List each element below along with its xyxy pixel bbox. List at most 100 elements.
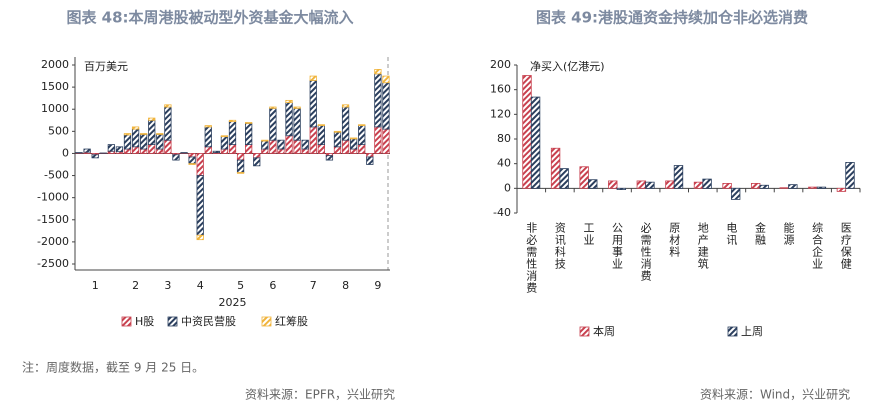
bar (293, 107, 301, 141)
x-tick-label: 工业 (582, 222, 595, 246)
bar (608, 180, 618, 189)
x-tick-label: 资讯科技 (553, 222, 566, 270)
x-tick-label: 公用事业 (611, 222, 624, 270)
bar (204, 125, 212, 128)
bar (759, 184, 769, 189)
bar (91, 154, 99, 159)
bar (188, 156, 196, 165)
bar (253, 153, 261, 159)
bar (131, 128, 140, 148)
bar (285, 102, 293, 137)
bar (358, 144, 366, 154)
legend-label: H股 (135, 315, 154, 328)
y-tick-label: -2000 (37, 235, 69, 248)
bar (236, 153, 245, 161)
bar (228, 119, 237, 123)
unit-label: 净买入(亿港元) (530, 59, 605, 73)
note: 注：周度数据，截至 9 月 25 日。 (22, 360, 204, 375)
bar (645, 181, 655, 189)
bar (317, 125, 325, 145)
bar (374, 69, 382, 75)
y-tick-label: 40 (497, 157, 511, 170)
bar (382, 75, 390, 84)
x-tick-label: 9 (374, 279, 381, 292)
bar (83, 148, 91, 153)
x-tick-label: 5 (237, 279, 244, 292)
bar (730, 187, 741, 200)
x-tick-label: 4 (197, 279, 204, 292)
bar (148, 119, 156, 146)
y-tick-label: 500 (48, 124, 69, 137)
bar (245, 144, 253, 154)
bar (358, 125, 366, 145)
bar (236, 159, 245, 173)
y-tick-label: 0 (62, 146, 69, 159)
y-tick-label: 160 (490, 83, 511, 96)
bar (382, 128, 390, 154)
bar (673, 165, 684, 189)
bar (131, 146, 140, 154)
bar (333, 130, 342, 133)
bar (341, 104, 350, 108)
bar (374, 73, 382, 128)
bar (636, 180, 647, 189)
bar (301, 139, 309, 150)
bar (665, 180, 675, 189)
bar (293, 106, 301, 109)
y-tick-label: -500 (44, 169, 69, 182)
x-tick-label: 8 (342, 279, 349, 292)
x-tick-label: 非必需性消费 (525, 222, 538, 294)
legend-swatch (727, 326, 738, 337)
bar (164, 139, 172, 154)
bar (579, 166, 589, 189)
bar (285, 99, 293, 103)
bar (350, 148, 358, 154)
bar (148, 117, 156, 121)
y-tick-label: 200 (490, 58, 511, 71)
bar (236, 172, 245, 174)
bar (261, 140, 269, 150)
x-tick-label: 医疗保健 (839, 222, 852, 270)
bar (212, 150, 220, 153)
bar (366, 153, 374, 158)
bar (123, 134, 132, 150)
bar (228, 121, 237, 146)
bar (374, 126, 382, 154)
x-tick-label: 能源 (782, 221, 795, 246)
bar (204, 126, 212, 148)
bar (196, 175, 204, 236)
bar (836, 187, 847, 192)
bar (341, 139, 350, 154)
legend-swatch (167, 316, 178, 327)
bar (750, 182, 761, 189)
bar (845, 162, 855, 189)
bar (220, 135, 229, 138)
legend-label: 红筹股 (275, 314, 308, 328)
bar (188, 153, 196, 158)
bar (172, 154, 180, 161)
bar (693, 181, 704, 189)
y-tick-label: 120 (490, 107, 511, 120)
bar (148, 144, 156, 154)
bar (522, 75, 532, 189)
legend-swatch (121, 316, 132, 327)
legend-label: 本周 (593, 324, 615, 338)
y-tick-label: -1000 (37, 191, 69, 204)
bar (293, 139, 301, 154)
y-tick-label: 1500 (41, 80, 69, 93)
x-tick-label: 7 (310, 279, 317, 292)
bar (788, 184, 798, 189)
bar (277, 139, 285, 150)
bar (333, 131, 342, 148)
chart-title: 图表 49:港股通资金持续加仓非必选消费 (536, 9, 808, 27)
bar (269, 106, 277, 109)
bar (164, 106, 172, 141)
bar (253, 157, 261, 167)
bar (220, 148, 229, 154)
bar (285, 135, 293, 154)
legend-swatch (579, 326, 590, 337)
bar (164, 104, 172, 108)
y-tick-label: -40 (493, 206, 511, 219)
bar (123, 148, 132, 154)
